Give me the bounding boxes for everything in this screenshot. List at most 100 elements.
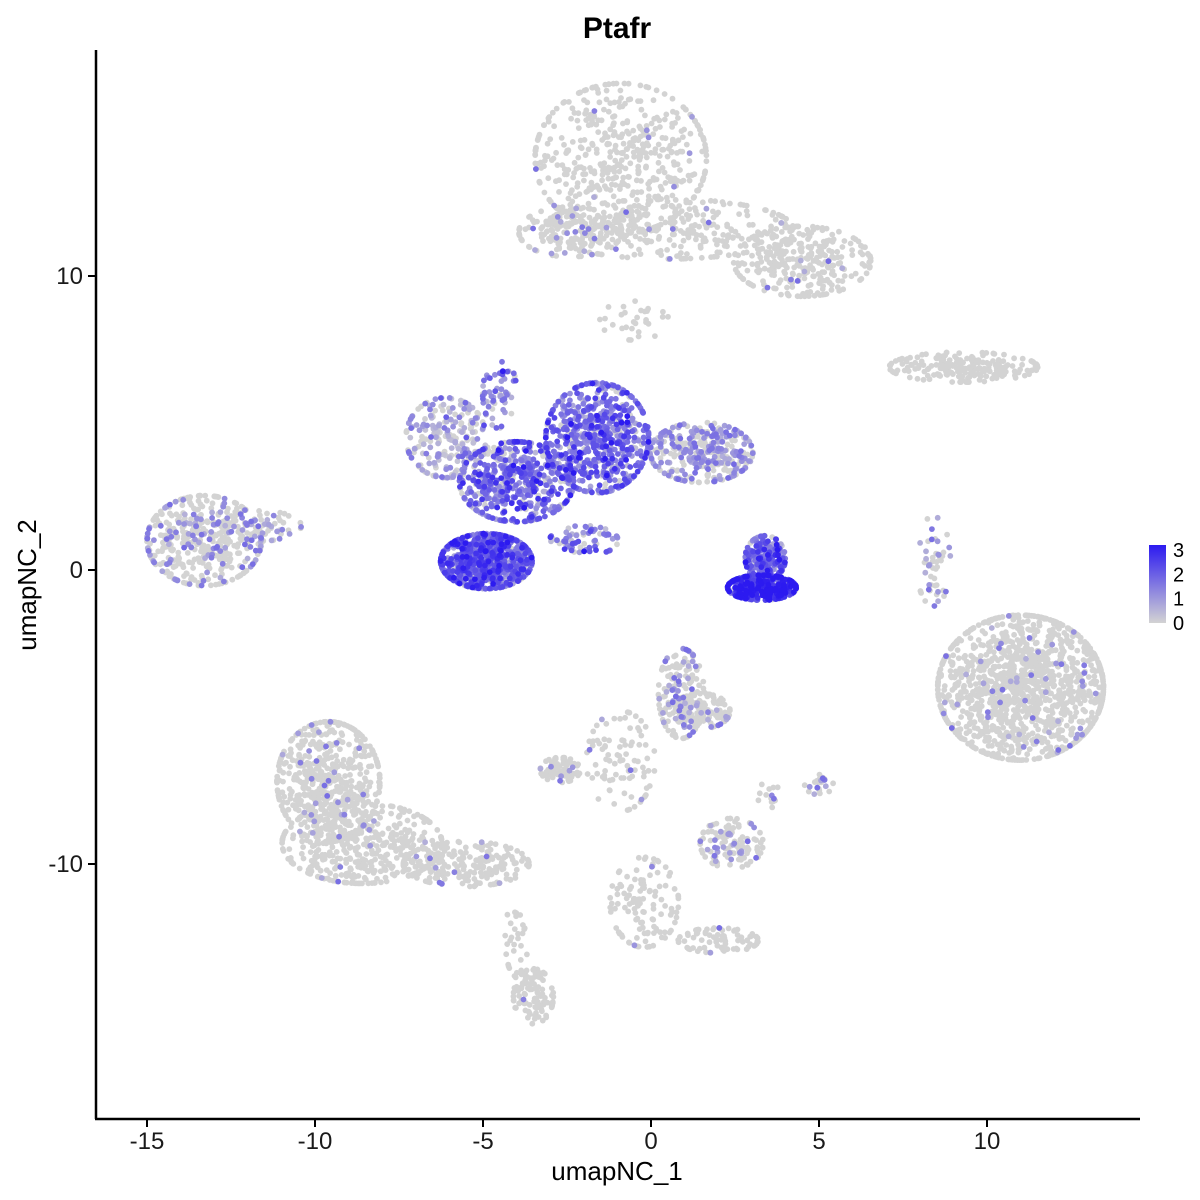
cell-point xyxy=(553,105,560,112)
cell-point xyxy=(1068,674,1074,681)
cell-point xyxy=(599,177,605,184)
cell-point xyxy=(914,354,921,361)
cell-point xyxy=(644,221,651,228)
cell-point xyxy=(769,212,776,218)
cell-point xyxy=(606,213,613,220)
cell-point xyxy=(285,753,292,759)
cell-point xyxy=(1022,714,1029,720)
cell-point xyxy=(698,254,705,261)
cell-point xyxy=(659,314,666,320)
cell-point xyxy=(376,772,383,779)
cell-point xyxy=(784,284,790,291)
cell-point xyxy=(1084,651,1091,658)
cell-point xyxy=(710,695,717,701)
cell-point xyxy=(366,783,373,790)
cell-point xyxy=(623,153,630,160)
cell-point xyxy=(646,185,652,192)
cell-point xyxy=(371,752,378,758)
cell-point xyxy=(605,304,612,310)
cell-point xyxy=(983,373,990,380)
cell-point xyxy=(643,83,650,90)
cell-point xyxy=(727,861,733,868)
cell-point xyxy=(1064,636,1070,643)
cell-point xyxy=(645,305,651,312)
cell-point xyxy=(849,252,856,258)
cell-point xyxy=(1003,711,1009,718)
cell-point xyxy=(575,154,582,161)
cell-point xyxy=(686,177,693,184)
cell-point xyxy=(508,410,515,417)
cell-point xyxy=(656,701,662,708)
cell-point xyxy=(1072,669,1078,676)
cell-point xyxy=(362,812,369,819)
cell-point xyxy=(565,195,572,202)
cell-point xyxy=(687,213,694,219)
cell-point xyxy=(937,702,944,709)
cell-point xyxy=(961,655,968,661)
cell-point xyxy=(233,500,240,507)
cell-point xyxy=(328,754,335,761)
cell-point xyxy=(1031,756,1038,762)
cell-point xyxy=(655,249,661,256)
cell-point xyxy=(1011,631,1017,638)
cell-point xyxy=(932,566,939,572)
cell-point xyxy=(554,764,561,771)
cell-point xyxy=(605,108,612,115)
cell-point xyxy=(778,291,784,298)
cell-point xyxy=(626,775,633,782)
cell-point xyxy=(977,717,984,723)
cell-point xyxy=(640,773,647,780)
cell-point xyxy=(1001,351,1007,358)
cell-point xyxy=(991,351,998,357)
cell-point xyxy=(1075,674,1082,681)
cell-point xyxy=(749,252,755,259)
cell-point xyxy=(264,510,270,517)
cell-point xyxy=(657,124,663,130)
cell-point xyxy=(175,554,182,560)
cell-point xyxy=(975,365,982,372)
cell-point xyxy=(1092,716,1099,722)
cell-point xyxy=(697,126,703,133)
cell-point xyxy=(1067,683,1074,690)
cell-point xyxy=(551,758,557,765)
cell-point xyxy=(772,285,779,292)
cell-point xyxy=(941,593,947,599)
cell-point xyxy=(683,106,689,113)
cell-point xyxy=(1099,694,1106,700)
cell-point xyxy=(569,187,575,194)
cell-point xyxy=(632,298,638,304)
cell-point xyxy=(671,219,678,226)
cell-point xyxy=(656,168,662,175)
cell-point xyxy=(713,820,720,827)
cell-point xyxy=(354,733,361,739)
cell-point xyxy=(1012,714,1019,721)
cell-point xyxy=(321,756,328,763)
cell-point xyxy=(960,736,966,742)
cell-point xyxy=(561,754,568,761)
cell-point xyxy=(1007,622,1014,629)
cell-point xyxy=(941,683,948,689)
cell-point xyxy=(807,262,813,269)
cell-point xyxy=(638,717,644,724)
cell-point xyxy=(309,843,316,850)
cell-point xyxy=(1086,688,1092,695)
cell-point xyxy=(679,441,686,447)
cell-point xyxy=(862,244,868,251)
cell-point xyxy=(285,513,292,519)
cell-point xyxy=(529,217,536,224)
cell-point xyxy=(175,549,182,556)
cell-point xyxy=(188,574,195,580)
cell-point xyxy=(1006,750,1013,756)
cell-point xyxy=(600,209,607,216)
cell-point xyxy=(586,738,593,745)
cell-point xyxy=(1039,692,1046,699)
cell-point xyxy=(983,350,990,356)
cell-point xyxy=(763,249,770,256)
cell-point xyxy=(190,565,197,571)
cell-point xyxy=(1076,718,1083,725)
cell-point xyxy=(1068,717,1075,724)
cell-point xyxy=(819,227,826,234)
cell-point xyxy=(617,715,623,722)
cell-point xyxy=(691,194,698,200)
cell-point xyxy=(627,725,633,731)
